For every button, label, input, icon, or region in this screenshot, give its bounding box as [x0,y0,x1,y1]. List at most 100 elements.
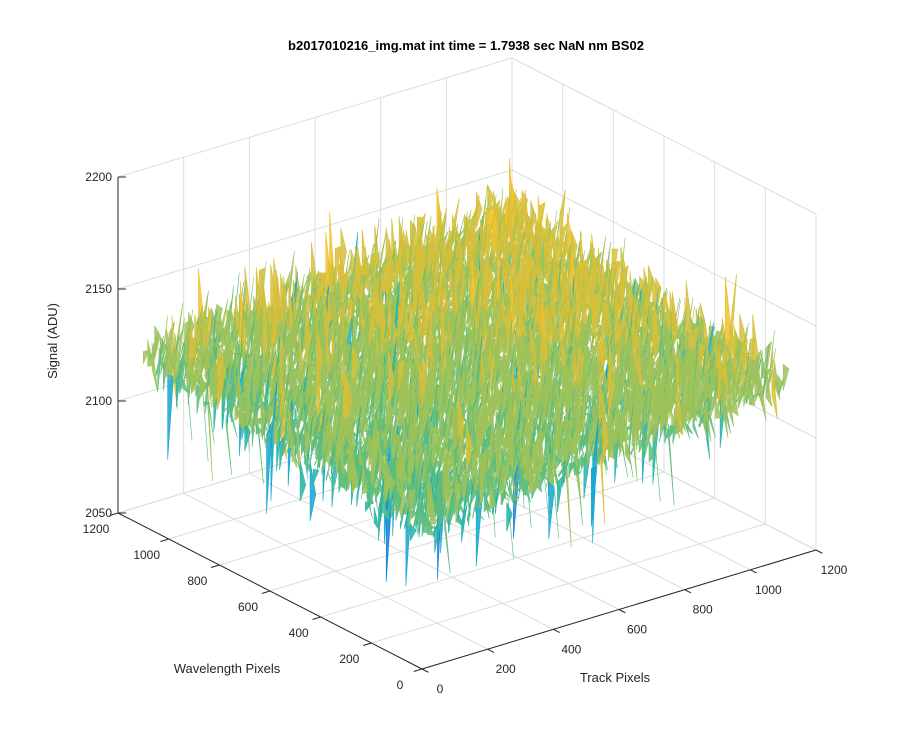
z-tick-label: 2150 [85,282,112,296]
surface-patch [266,420,273,514]
surface-patch [530,267,538,310]
surface-patch [726,397,733,415]
surface-patch [255,356,262,399]
surface-patch [269,399,276,444]
surface-patch [552,355,560,382]
surface-patch [454,329,461,372]
surface-patch [619,429,626,458]
surface-patch [517,473,524,501]
surface-patch [310,371,317,422]
surface-patch [765,366,773,407]
surface-patch [305,432,312,459]
x-tick-label: 600 [627,623,647,637]
x-tick-mark [618,609,626,614]
surface-patch [278,404,285,448]
surface-patch [380,232,387,268]
surface-patch [248,315,255,351]
surface-patch [371,365,378,419]
surface-patch [157,335,164,392]
surface-patch [655,364,663,394]
surface-patch [566,421,573,465]
surface-patch [391,485,398,518]
wall-grid-line [511,393,817,551]
z-tick-label: 2050 [85,506,112,520]
surface-patch [221,407,228,416]
surface-patch [614,407,622,455]
surface-patch [455,479,462,524]
surface-patch [286,431,293,454]
surface-patch [258,267,266,326]
surface-patch [352,453,359,494]
surface-patch [664,424,671,444]
x-tick-mark [684,589,692,594]
surface-patch [427,514,434,536]
x-tick-mark [815,549,823,554]
surface-patch [358,286,366,330]
surface-patch [190,358,198,395]
surface-patch [670,425,677,438]
surface-patch [449,471,457,526]
surface-patch [675,418,682,435]
surface-patch [724,276,732,361]
surface-patch [749,374,756,406]
y-tick-label: 600 [238,600,258,614]
surface-patch [447,255,454,281]
y-axis-label: Wavelength Pixels [174,661,281,676]
surface-patch [347,458,354,491]
surface-patch [754,368,761,403]
surface-patch [456,517,464,527]
surface-patch [395,486,402,521]
x-tick-label: 1200 [821,563,848,577]
surface-patch [456,348,463,385]
x-tick-label: 1000 [755,583,782,597]
surface-patch [472,485,479,519]
surface-patch [709,412,716,438]
surface-patch [489,478,496,511]
surface-patch [421,510,429,537]
surface-patch [338,457,346,490]
surface-patch [445,512,452,523]
surface-patch [446,361,453,402]
surface-patch [518,332,525,378]
surface-patch [681,402,688,432]
surface-patch [409,522,417,542]
surface-patch [328,317,335,352]
surface-patch [720,378,728,416]
surface-patch [308,438,315,472]
x-tick-mark [553,628,560,634]
surface-patch [367,381,374,417]
surface-patch [559,189,566,258]
y-tick-label: 0 [397,678,404,692]
surface-patch [670,374,678,414]
surface-patch [478,511,485,521]
surface-patch [653,308,660,363]
surface-patch [466,491,474,523]
surface-patch [523,478,530,496]
surface-patch [481,458,489,503]
surface-patch [515,453,523,486]
surface-patch [330,461,337,481]
y-tick-mark [160,538,169,542]
surface-patch [574,461,581,476]
surface-patch [732,379,739,417]
surface-patch [282,439,289,457]
surface-patch [585,392,592,471]
surface-patch [529,225,536,257]
surface-patch [511,494,519,502]
surface-patch [679,365,686,402]
surface-patch [771,350,778,420]
surface-patch [703,371,710,406]
wall-grid-line [511,169,817,327]
y-tick-mark [362,642,372,646]
surface-patch [669,393,676,419]
surface-patch [561,431,568,468]
surface-patch [452,406,459,458]
surface-patch [207,316,214,369]
surface-patch [703,405,711,424]
surface-patch [741,339,748,395]
surface-patch [394,255,402,289]
surface-patch [545,468,553,487]
surface-patch [596,440,603,467]
surface-patch [251,388,259,448]
